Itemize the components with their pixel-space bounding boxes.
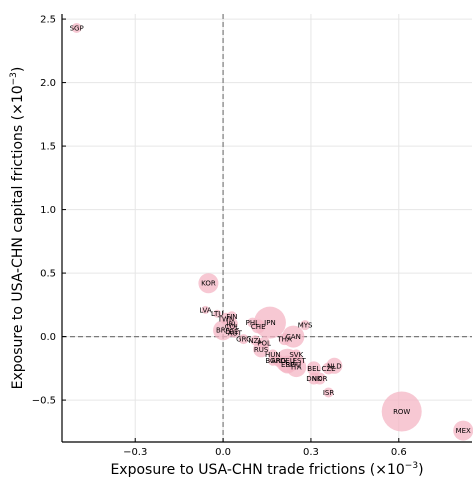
grid-lines [62, 14, 472, 442]
data-point-sgp [71, 22, 82, 33]
point-label-cze: CZE [321, 365, 335, 373]
x-tick-label: −0.3 [123, 447, 147, 458]
data-point-ltu [213, 309, 222, 318]
data-point-che [251, 319, 266, 334]
point-label-sgp: SGP [70, 24, 84, 32]
x-axis-title-main: Exposure to USA-CHN trade frictions (×10 [110, 462, 404, 478]
y-axis-title-close: ) [10, 67, 26, 72]
data-point-ita [286, 357, 307, 378]
data-point-rus [253, 341, 270, 358]
point-label-che: CHE [251, 323, 266, 331]
y-tick-label: 2.5 [40, 15, 56, 26]
point-label-arg: ARG [271, 357, 286, 365]
point-label-isr: ISR [323, 389, 335, 397]
data-point-kor [198, 273, 219, 294]
y-tick-label: 0.5 [40, 269, 56, 280]
data-point-row [381, 391, 422, 432]
x-axis-title-exponent: −3 [405, 461, 418, 471]
point-label-jpn: JPN [263, 319, 276, 327]
point-label-tha: THA [276, 336, 292, 344]
point-label-bgr: BGR [265, 357, 280, 365]
point-label-nzl: NZL [248, 337, 262, 345]
y-axis-title-exponent: −3 [9, 72, 19, 85]
point-label-rus: RUS [254, 346, 269, 354]
point-label-hun: HUN [265, 351, 281, 359]
point-label-deu: DEU [280, 357, 295, 365]
reference-lines [62, 14, 472, 442]
point-label-bra: BRA [216, 327, 230, 335]
point-label-nld: NLD [327, 362, 342, 370]
point-label-can: CAN [286, 333, 301, 341]
point-label-pol: POL [257, 339, 271, 347]
point-label-dnk: DNK [306, 375, 322, 383]
point-label-grc: GRC [236, 336, 251, 344]
data-point-mex [453, 420, 473, 441]
y-tick-label: 0.0 [40, 332, 56, 343]
x-tick-label: 0.0 [215, 447, 231, 458]
point-label-row: ROW [393, 408, 410, 416]
point-label-kor: KOR [201, 280, 216, 288]
axes [61, 14, 472, 443]
y-tick-label: 1.5 [40, 142, 56, 153]
y-tick-label: −0.5 [32, 396, 56, 407]
point-label-lbe: LBE [225, 328, 238, 336]
tick-labels: −0.3 0.0 0.3 0.6 −0.5 0.0 0.5 1.0 1.5 2.0 2.5 [32, 15, 407, 458]
point-label-est: EST [293, 357, 307, 365]
y-tick-label: 2.0 [40, 78, 56, 89]
point-label-twn: TWN [217, 315, 234, 323]
point-label-aut: AUT [228, 329, 243, 337]
data-point-isr [323, 387, 334, 398]
y-tick-label: 1.0 [40, 205, 56, 216]
point-label-irl: IRL [226, 320, 237, 328]
data-point-lva [201, 305, 210, 314]
data-point-bra [213, 320, 234, 341]
point-label-fin: FIN [226, 313, 237, 321]
point-label-nor: NOR [312, 375, 328, 383]
y-axis-title-main: Exposure to USA-CHN capital frictions (×… [10, 85, 26, 389]
data-points [71, 22, 473, 441]
y-axis-title: Exposure to USA-CHN capital frictions (×… [9, 67, 26, 390]
x-axis-title: Exposure to USA-CHN trade frictions (×10… [110, 461, 423, 478]
point-label-phl: PHL [246, 319, 259, 327]
x-tick-label: 0.6 [391, 447, 407, 458]
point-label-esp: ESP [281, 361, 294, 369]
data-point-bel [306, 361, 321, 376]
data-point-nor [313, 372, 326, 385]
point-label-mex: MEX [456, 427, 471, 435]
data-point-aut [229, 327, 240, 338]
data-point-grc [238, 334, 249, 345]
data-point-tha [278, 333, 291, 346]
point-label-lva: LVA [199, 306, 211, 314]
point-label-ltu: LTU [211, 310, 223, 318]
point-label-svk: SVK [289, 351, 303, 359]
point-label-ita: ITA [291, 364, 302, 372]
point-label-col: COL [225, 323, 239, 331]
data-point-mys [300, 320, 311, 331]
x-axis-title-close: ) [418, 462, 423, 478]
point-label-bel: BEL [307, 365, 320, 373]
point-label-mys: MYS [298, 322, 313, 330]
data-point-cze [322, 362, 335, 375]
point-label-rou: ROU [286, 361, 302, 369]
x-tick-label: 0.3 [303, 447, 319, 458]
